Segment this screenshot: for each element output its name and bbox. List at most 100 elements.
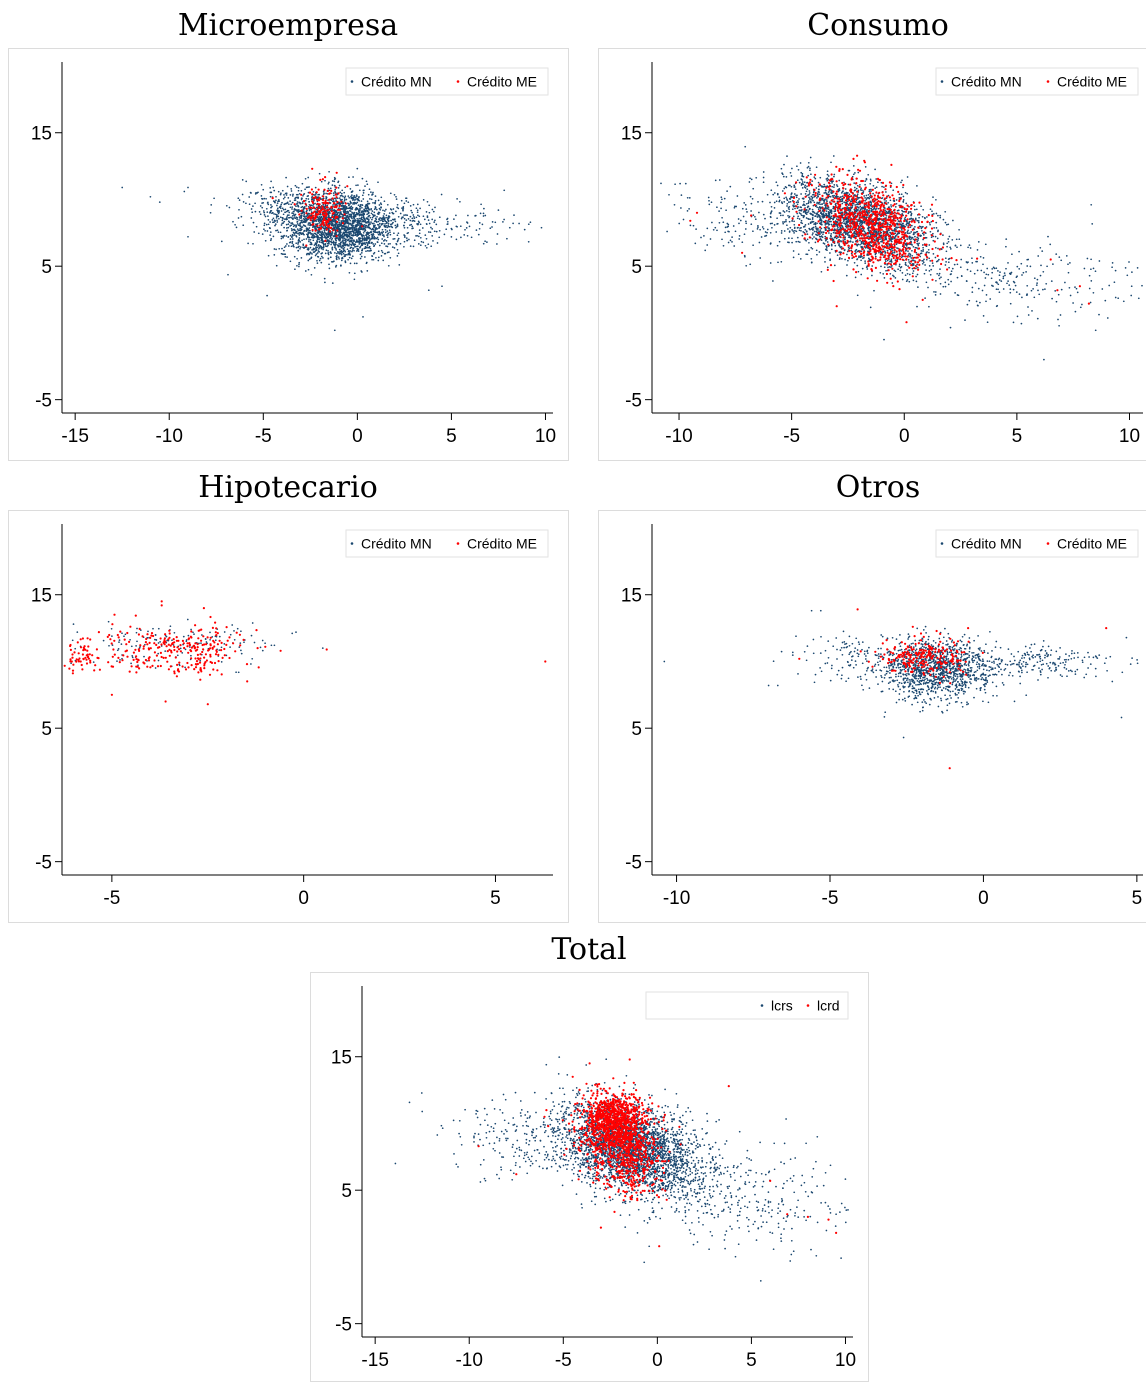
data-point — [854, 250, 857, 253]
data-point — [392, 208, 395, 210]
data-point — [364, 256, 366, 258]
data-point — [301, 226, 304, 228]
data-point — [329, 235, 331, 237]
data-point — [920, 250, 923, 252]
data-point — [340, 192, 343, 195]
data-point — [480, 203, 482, 206]
data-point — [279, 216, 282, 219]
data-point — [318, 203, 321, 206]
data-point — [378, 244, 381, 247]
data-point — [867, 235, 870, 237]
data-point — [919, 234, 922, 237]
data-point — [349, 237, 351, 240]
data-point — [232, 220, 234, 223]
data-point — [812, 226, 815, 229]
data-point — [846, 222, 848, 224]
data-point — [301, 202, 304, 205]
data-point — [310, 233, 312, 235]
data-point — [340, 246, 343, 249]
data-point — [322, 246, 325, 249]
data-point — [466, 221, 468, 223]
data-point — [403, 236, 406, 238]
panel-title-consumo: Consumo — [807, 8, 949, 43]
data-point — [403, 240, 406, 243]
data-point — [824, 235, 827, 238]
data-point — [359, 225, 362, 228]
data-point — [807, 217, 809, 220]
data-point — [299, 221, 302, 224]
data-point — [313, 218, 316, 221]
data-point — [771, 222, 773, 225]
data-point — [450, 236, 453, 238]
data-point — [798, 229, 801, 232]
data-point — [333, 329, 336, 332]
data-point — [315, 249, 318, 251]
data-point — [309, 246, 312, 249]
data-point — [288, 214, 290, 216]
data-point — [330, 210, 333, 213]
data-point — [386, 226, 389, 229]
data-point — [353, 195, 356, 197]
data-point — [841, 202, 844, 205]
data-point — [323, 277, 326, 280]
data-point — [325, 209, 328, 212]
data-point — [295, 242, 298, 245]
data-point — [430, 245, 433, 248]
data-point — [312, 205, 314, 207]
data-point — [366, 218, 369, 220]
data-point — [455, 225, 458, 228]
data-point — [373, 222, 375, 225]
data-point — [496, 243, 498, 245]
data-point — [381, 238, 384, 240]
data-point — [428, 211, 431, 214]
data-point — [276, 229, 279, 232]
data-point — [427, 289, 430, 292]
data-point — [482, 242, 485, 245]
x-tick-label: 5 — [1012, 426, 1023, 447]
data-point — [369, 227, 372, 230]
data-point — [809, 200, 812, 203]
data-point — [344, 228, 346, 231]
data-point — [368, 223, 371, 226]
data-point — [527, 240, 530, 243]
data-point — [299, 217, 301, 219]
data-point — [375, 256, 377, 259]
data-point — [272, 200, 275, 202]
data-point — [352, 239, 355, 241]
data-point — [395, 243, 398, 246]
data-point — [318, 259, 321, 262]
data-point — [275, 195, 277, 198]
data-point — [325, 192, 327, 195]
data-point — [290, 190, 293, 192]
data-point — [380, 249, 383, 252]
data-point — [337, 187, 340, 189]
data-point — [370, 231, 372, 233]
data-point — [379, 202, 382, 204]
data-point — [909, 262, 911, 265]
data-point — [297, 189, 300, 192]
data-point — [291, 212, 293, 214]
data-point — [366, 249, 369, 252]
data-point — [829, 211, 832, 214]
data-point — [349, 262, 352, 265]
data-point — [269, 187, 272, 189]
data-point — [351, 223, 354, 225]
data-point — [317, 220, 320, 222]
data-point — [308, 238, 310, 241]
panel-otros — [598, 510, 1146, 923]
data-point — [340, 220, 343, 222]
data-point — [903, 218, 906, 220]
data-point — [377, 256, 380, 259]
data-point — [303, 238, 305, 241]
data-point — [816, 234, 819, 237]
data-point — [294, 217, 297, 220]
data-point — [295, 224, 297, 226]
data-point — [382, 234, 385, 236]
data-point — [324, 176, 327, 179]
data-point — [285, 210, 288, 213]
data-point — [347, 234, 350, 237]
data-point — [415, 235, 417, 237]
data-point — [352, 230, 355, 233]
data-point — [369, 216, 372, 219]
